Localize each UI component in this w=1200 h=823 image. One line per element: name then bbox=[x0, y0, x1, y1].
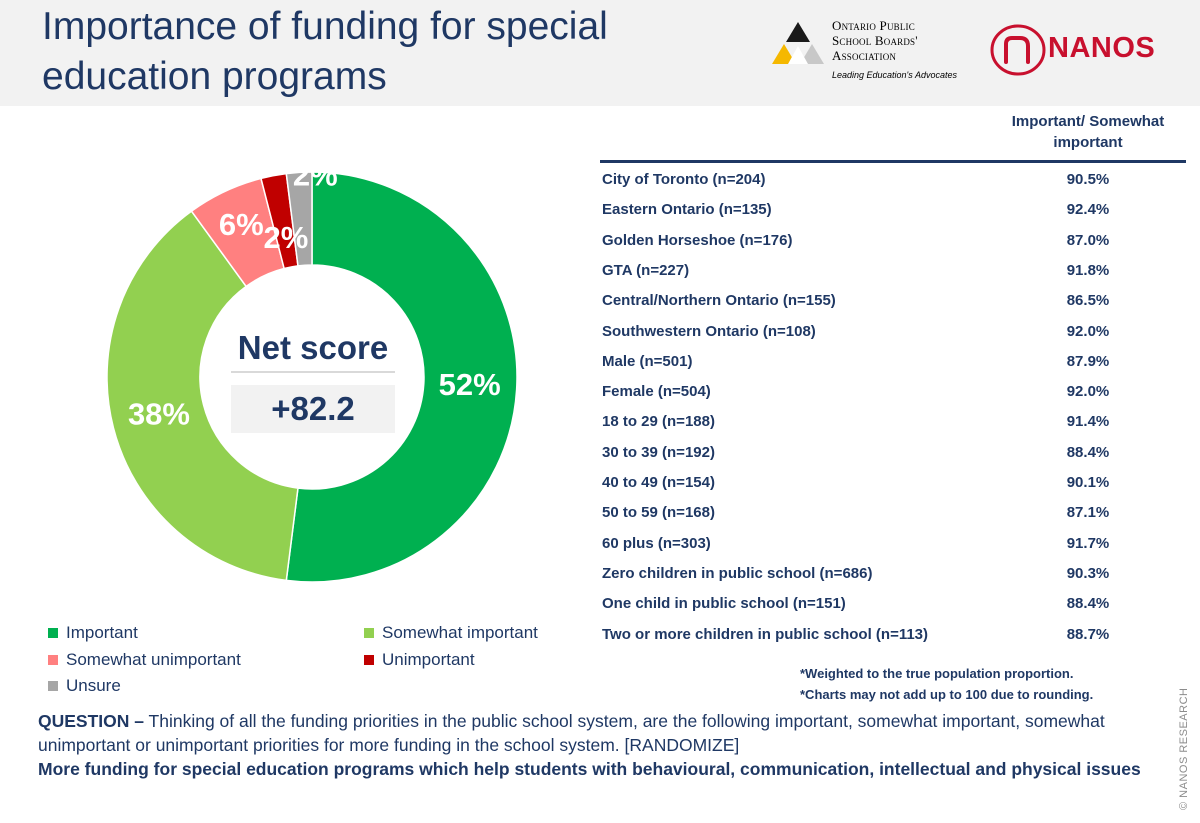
row-value: 87.0% bbox=[1066, 231, 1110, 249]
opsba-triangle-icon bbox=[772, 22, 824, 64]
legend-item-unsure: Unsure bbox=[48, 675, 121, 697]
slice-label: 38% bbox=[128, 396, 190, 431]
row-value: 91.7% bbox=[1066, 534, 1110, 552]
legend-swatch bbox=[48, 681, 58, 691]
row-value: 90.3% bbox=[1066, 564, 1110, 582]
opsba-name-line: Ontario Public bbox=[832, 18, 915, 33]
row-value: 92.0% bbox=[1066, 322, 1110, 340]
row-value: 87.9% bbox=[1066, 352, 1110, 370]
row-value: 92.0% bbox=[1066, 383, 1110, 401]
legend-label: Somewhat important bbox=[382, 623, 538, 642]
table-row: Central/Northern Ontario (n=155) 86.5% bbox=[600, 287, 1186, 317]
nanos-wordmark: NANOS bbox=[1048, 32, 1156, 64]
table-row: Female (n=504) 92.0% bbox=[600, 378, 1186, 408]
legend-label: Somewhat unimportant bbox=[66, 650, 241, 669]
table-row: 18 to 29 (n=188) 91.4% bbox=[600, 408, 1186, 438]
legend-label: Important bbox=[66, 623, 138, 642]
slice-label: 52% bbox=[439, 367, 501, 402]
row-value: 88.7% bbox=[1066, 625, 1110, 643]
table-row: City of Toronto (n=204) 90.5% bbox=[600, 166, 1186, 196]
header-band: Importance of funding for special educat… bbox=[0, 0, 1200, 106]
table-row: 50 to 59 (n=168) 87.1% bbox=[600, 499, 1186, 529]
row-label: 18 to 29 (n=188) bbox=[602, 413, 715, 431]
row-value: 86.5% bbox=[1066, 292, 1110, 310]
slice-important bbox=[285, 171, 518, 583]
table-row: 40 to 49 (n=154) 90.1% bbox=[600, 469, 1186, 499]
table-row: 60 plus (n=303) 91.7% bbox=[600, 530, 1186, 560]
table-header: Important/ Somewhat important bbox=[600, 108, 1186, 163]
row-label: Eastern Ontario (n=135) bbox=[602, 201, 772, 219]
question-item: More funding for special education progr… bbox=[38, 759, 1141, 779]
row-label: Central/Northern Ontario (n=155) bbox=[602, 292, 836, 310]
row-label: 30 to 39 (n=192) bbox=[602, 443, 715, 461]
question-body: Thinking of all the funding priorities i… bbox=[38, 711, 1105, 755]
table-row: Male (n=501) 87.9% bbox=[600, 348, 1186, 378]
row-value: 91.4% bbox=[1066, 413, 1110, 431]
row-label: Male (n=501) bbox=[602, 352, 693, 370]
legend-item-somewhat-important: Somewhat important bbox=[364, 622, 538, 644]
table-row: Eastern Ontario (n=135) 92.4% bbox=[600, 196, 1186, 226]
legend-swatch bbox=[48, 628, 58, 638]
slice-unsure bbox=[285, 171, 313, 267]
nanos-n-icon bbox=[990, 24, 1046, 76]
row-value: 88.4% bbox=[1066, 595, 1110, 613]
table-row: Zero children in public school (n=686) 90… bbox=[600, 560, 1186, 590]
slice-label: 6% bbox=[219, 207, 264, 242]
table-row: Golden Horseshoe (n=176) 87.0% bbox=[600, 227, 1186, 257]
legend-item-unimportant: Unimportant bbox=[364, 649, 475, 671]
side-credit: © NANOS RESEARCH bbox=[1178, 687, 1190, 810]
row-label: 40 to 49 (n=154) bbox=[602, 474, 715, 491]
row-label: Female (n=504) bbox=[602, 383, 711, 401]
row-label: Zero children in public school (n=686) bbox=[602, 564, 873, 582]
legend-swatch bbox=[48, 655, 58, 665]
legend-item-somewhat-unimportant: Somewhat unimportant bbox=[48, 649, 241, 671]
legend-label: Unimportant bbox=[382, 650, 475, 669]
slice-label: 2% bbox=[293, 158, 338, 193]
net-score-value: +82.2 bbox=[231, 385, 395, 433]
opsba-name-line: Association bbox=[832, 48, 897, 63]
column-header: Important/ Somewhat important bbox=[1011, 113, 1165, 151]
row-label: City of Toronto (n=204) bbox=[602, 171, 766, 188]
row-value: 91.8% bbox=[1066, 261, 1110, 279]
slice-somewhat-important bbox=[106, 210, 299, 582]
table-row: Southwestern Ontario (n=108) 92.0% bbox=[600, 318, 1186, 348]
table-row: Two or more children in public school (n… bbox=[600, 621, 1186, 651]
row-value: 92.4% bbox=[1066, 201, 1110, 219]
slice-label: 2% bbox=[263, 220, 308, 255]
table-row: GTA (n=227) 91.8% bbox=[600, 257, 1186, 287]
opsba-name-line: School Boards' bbox=[832, 33, 918, 48]
row-value: 90.1% bbox=[1066, 474, 1110, 491]
row-label: 50 to 59 (n=168) bbox=[602, 504, 715, 522]
row-label: Golden Horseshoe (n=176) bbox=[602, 231, 793, 249]
row-label: 60 plus (n=303) bbox=[602, 534, 711, 552]
table-row: One child in public school (n=151) 88.4% bbox=[600, 590, 1186, 620]
opsba-name: Ontario Public School Boards' Associatio… bbox=[832, 18, 918, 63]
footnote: *Charts may not add up to 100 due to rou… bbox=[800, 687, 1094, 702]
row-label: Two or more children in public school (n… bbox=[602, 625, 929, 643]
row-label: GTA (n=227) bbox=[602, 261, 690, 279]
nanos-logo: NANOS bbox=[990, 22, 1160, 78]
page-title: Importance of funding for special educat… bbox=[42, 5, 608, 98]
opsba-logo: Ontario Public School Boards' Associatio… bbox=[770, 16, 960, 86]
row-value: 87.1% bbox=[1066, 504, 1110, 522]
opsba-tagline: Leading Education's Advocates bbox=[832, 70, 957, 80]
table-row: 30 to 39 (n=192) 88.4% bbox=[600, 439, 1186, 469]
row-value: 90.5% bbox=[1066, 171, 1110, 188]
net-score-label: Net score bbox=[231, 325, 395, 373]
footnote: *Weighted to the true population proport… bbox=[800, 666, 1074, 681]
question-prefix: QUESTION – bbox=[38, 711, 144, 731]
question-text: QUESTION – Thinking of all the funding p… bbox=[38, 709, 1158, 781]
legend-item-important: Important bbox=[48, 622, 138, 644]
legend-swatch bbox=[364, 628, 374, 638]
row-value: 88.4% bbox=[1066, 443, 1110, 461]
row-label: One child in public school (n=151) bbox=[602, 595, 846, 613]
legend-swatch bbox=[364, 655, 374, 665]
net-score-box: Net score +82.2 bbox=[231, 325, 395, 450]
legend-label: Unsure bbox=[66, 676, 121, 695]
row-label: Southwestern Ontario (n=108) bbox=[602, 322, 816, 340]
footnotes: *Weighted to the true population proport… bbox=[800, 663, 1093, 705]
